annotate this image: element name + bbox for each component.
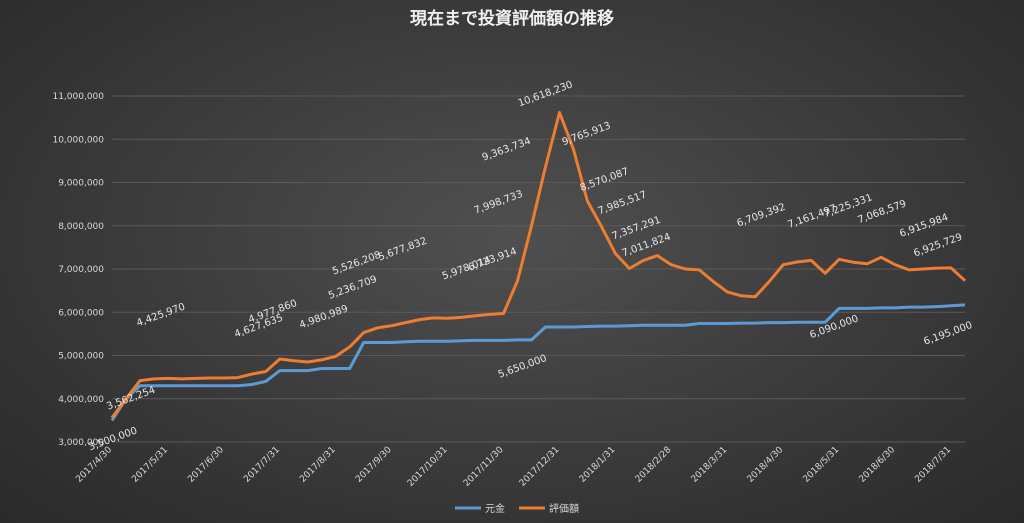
y-tick-label: 3,000,000: [58, 438, 104, 448]
grid-lines: [112, 95, 965, 443]
x-tick-label: 2018/6/30: [857, 445, 897, 485]
y-tick-label: 11,000,000: [52, 92, 104, 102]
data-label: 6,090,000: [808, 313, 860, 341]
x-axis-tick-labels: 2017/4/30 2017/5/31 2017/6/30 2017/7/31 2017…: [74, 445, 953, 489]
data-label: 9,363,734: [481, 136, 533, 164]
data-label: 3,500,000: [87, 425, 139, 453]
x-tick-label: 2018/4/30: [746, 445, 786, 485]
x-tick-label: 2017/7/31: [242, 445, 282, 485]
data-label: 4,980,989: [298, 303, 350, 331]
series-line-principal: [110, 303, 966, 422]
data-label: 5,677,832: [377, 236, 429, 264]
data-label: 6,195,000: [922, 320, 974, 348]
data-label: 10,618,230: [517, 79, 575, 109]
x-tick-label: 2017/6/30: [186, 445, 226, 485]
y-tick-label: 8,000,000: [58, 222, 104, 232]
legend: 元金 評価額: [455, 502, 579, 515]
y-tick-label: 10,000,000: [52, 135, 104, 145]
x-tick-label: 2017/12/31: [518, 445, 562, 489]
data-label: 9,765,913: [561, 120, 613, 148]
x-tick-label: 2017/5/31: [130, 445, 170, 485]
data-label: 5,650,000: [497, 353, 549, 381]
data-label: 5,526,208: [331, 250, 383, 278]
y-tick-label: 4,000,000: [58, 395, 104, 405]
x-tick-label: 2017/8/31: [298, 445, 338, 485]
y-tick-label: 7,000,000: [58, 265, 104, 275]
data-label: 8,570,087: [579, 166, 631, 194]
chart-title: 現在まで投資評価額の推移: [410, 8, 614, 29]
data-label: 7,998,733: [473, 189, 525, 217]
x-tick-label: 2018/3/31: [690, 445, 730, 485]
y-axis-tick-labels: 3,000,000 4,000,000 5,000,000 6,000,000 7,00…: [52, 92, 104, 448]
series-line-valuation: [110, 111, 967, 419]
series-lines: [110, 111, 967, 422]
data-label: 6,723,914: [467, 246, 519, 274]
data-label: 7,985,517: [597, 189, 649, 217]
x-tick-label: 2018/1/31: [578, 445, 618, 485]
data-label: 5,236,709: [327, 274, 379, 302]
x-tick-label: 2018/7/31: [913, 445, 953, 485]
y-tick-label: 6,000,000: [58, 308, 104, 318]
y-tick-label: 5,000,000: [58, 352, 104, 362]
legend-label: 元金: [485, 502, 505, 515]
x-tick-label: 2018/2/28: [634, 445, 674, 485]
x-tick-label: 2017/9/30: [354, 445, 394, 485]
data-label: 4,425,970: [135, 301, 187, 329]
y-tick-label: 9,000,000: [58, 179, 104, 189]
data-label: 6,925,729: [912, 232, 964, 260]
x-tick-label: 2017/11/30: [462, 445, 506, 489]
x-tick-label: 2017/10/31: [406, 445, 450, 489]
x-tick-label: 2018/5/31: [802, 445, 842, 485]
legend-label: 評価額: [549, 502, 579, 515]
